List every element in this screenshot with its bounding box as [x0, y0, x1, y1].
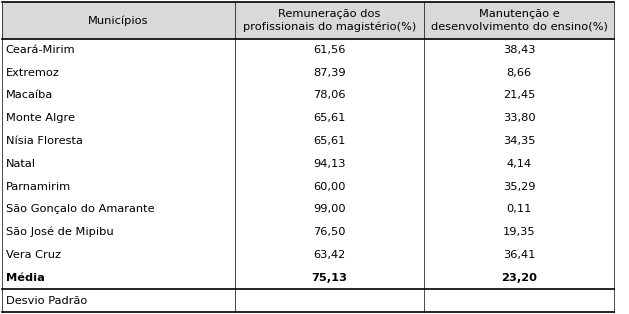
Bar: [425, 2, 614, 39]
Text: 87,39: 87,39: [313, 68, 346, 78]
Text: 94,13: 94,13: [313, 159, 346, 169]
Text: 4,14: 4,14: [506, 159, 532, 169]
Text: 76,50: 76,50: [313, 227, 346, 237]
Text: 34,35: 34,35: [503, 136, 535, 146]
Text: 61,56: 61,56: [313, 45, 346, 55]
Text: 36,41: 36,41: [503, 250, 535, 260]
Text: 65,61: 65,61: [313, 136, 346, 146]
Bar: [2, 2, 235, 39]
Text: São José de Mipibu: São José de Mipibu: [6, 227, 113, 237]
Text: Municípios: Municípios: [88, 15, 148, 25]
Text: Natal: Natal: [6, 159, 36, 169]
Text: Ceará-Mirim: Ceará-Mirim: [6, 45, 75, 55]
Text: Manutenção e
desenvolvimento do ensino(%): Manutenção e desenvolvimento do ensino(%…: [431, 9, 608, 31]
Text: 8,66: 8,66: [506, 68, 532, 78]
Text: 19,35: 19,35: [503, 227, 535, 237]
Text: Extremoz: Extremoz: [6, 68, 60, 78]
Text: 78,06: 78,06: [313, 90, 346, 100]
Text: Macaíba: Macaíba: [6, 90, 53, 100]
Text: 33,80: 33,80: [503, 113, 535, 123]
Text: 23,20: 23,20: [501, 273, 537, 283]
Text: 65,61: 65,61: [313, 113, 346, 123]
Text: 0,11: 0,11: [506, 204, 532, 214]
Text: 99,00: 99,00: [313, 204, 346, 214]
Text: 38,43: 38,43: [503, 45, 535, 55]
Text: Monte Algre: Monte Algre: [6, 113, 75, 123]
Text: 60,00: 60,00: [313, 181, 346, 192]
Text: Parnamirim: Parnamirim: [6, 181, 71, 192]
Bar: [235, 2, 425, 39]
Text: Desvio Padrão: Desvio Padrão: [6, 295, 87, 306]
Text: Vera Cruz: Vera Cruz: [6, 250, 61, 260]
Text: São Gonçalo do Amarante: São Gonçalo do Amarante: [6, 204, 154, 214]
Text: 21,45: 21,45: [503, 90, 535, 100]
Text: Remuneração dos
profissionais do magistério(%): Remuneração dos profissionais do magisté…: [243, 9, 416, 32]
Text: 35,29: 35,29: [503, 181, 535, 192]
Text: 75,13: 75,13: [311, 273, 347, 283]
Text: Nísia Floresta: Nísia Floresta: [6, 136, 82, 146]
Text: Média: Média: [6, 273, 45, 283]
Text: 63,42: 63,42: [313, 250, 345, 260]
